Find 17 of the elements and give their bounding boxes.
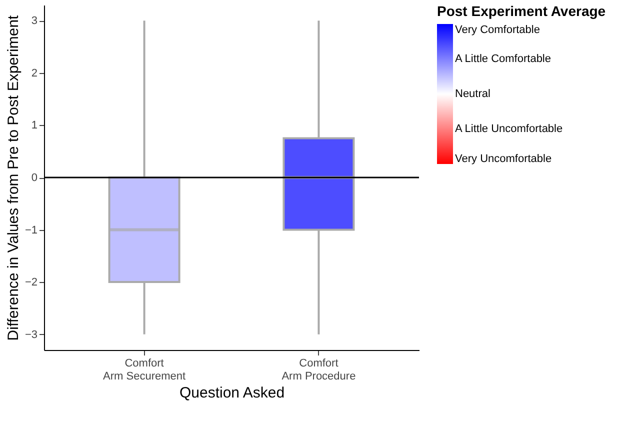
- x-axis-title: Question Asked: [179, 384, 285, 402]
- y-tick-label: 0: [31, 172, 38, 184]
- y-tick-label: −3: [24, 328, 38, 341]
- x-tick-label: Comfort Arm Procedure: [282, 358, 356, 382]
- color-bar-label: A Little Uncomfortable: [455, 123, 563, 135]
- color-bar-label: Very Comfortable: [455, 24, 540, 36]
- color-bar-label: Very Uncomfortable: [455, 153, 552, 165]
- y-tick-label: −1: [24, 224, 38, 236]
- y-tick-label: 2: [31, 67, 38, 80]
- color-bar-title: Post Experiment Average: [437, 3, 606, 19]
- y-tick-label: 1: [31, 120, 38, 132]
- x-tick-label: Comfort Arm Securement: [103, 358, 186, 382]
- color-bar-label: Neutral: [455, 88, 490, 100]
- y-axis-title: Difference in Values from Pre to Post Experiment: [4, 14, 22, 341]
- y-tick-label: −2: [24, 276, 38, 289]
- y-tick-label: 3: [31, 15, 38, 28]
- color-bar-label: A Little Comfortable: [455, 53, 551, 65]
